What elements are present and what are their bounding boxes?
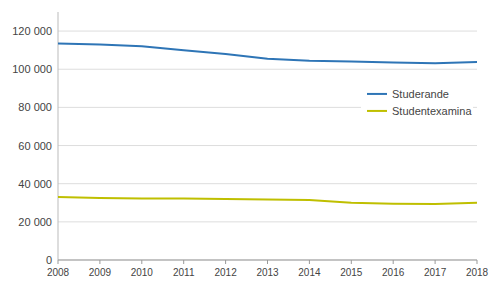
y-axis-line (58, 12, 59, 260)
legend: Studerande Studentexamina (361, 81, 473, 123)
x-tick-label: 2013 (256, 267, 279, 278)
legend-label: Studerande (392, 88, 449, 100)
axes: 0 20 000 40 000 60 000 80 000 100 000 120 000 2… (12, 12, 488, 278)
x-tick-label: 2017 (424, 267, 447, 278)
legend-box (361, 81, 473, 123)
x-tick (267, 260, 268, 264)
x-tick-label: 2008 (47, 267, 70, 278)
y-tick-label: 20 000 (18, 216, 52, 228)
grid-line (58, 183, 477, 184)
x-tick (183, 260, 184, 264)
plot-area (58, 43, 477, 204)
x-tick (141, 260, 142, 264)
x-tick (477, 260, 478, 264)
legend-swatch (367, 93, 387, 95)
chart-container: 0 20 000 40 000 60 000 80 000 100 000 120 000 2… (0, 0, 491, 286)
grid-line (58, 69, 477, 70)
grid-line (58, 145, 477, 146)
y-tick-label: 100 000 (12, 63, 52, 75)
x-tick-label: 2014 (298, 267, 321, 278)
x-tick (58, 260, 59, 264)
x-tick-label: 2012 (214, 267, 237, 278)
y-tick-label: 60 000 (18, 140, 52, 152)
x-tick (225, 260, 226, 264)
x-tick-label: 2011 (173, 267, 195, 278)
series-line (58, 43, 477, 63)
x-tick (309, 260, 310, 264)
chart-svg: 0 20 000 40 000 60 000 80 000 100 000 120 000 2… (0, 0, 491, 286)
series-line (58, 197, 477, 204)
y-tick-label: 80 000 (18, 101, 52, 113)
y-tick-label: 40 000 (18, 178, 52, 190)
y-tick-label: 120 000 (12, 25, 52, 37)
x-tick (435, 260, 436, 264)
grid-line (58, 31, 477, 32)
x-tick (99, 260, 100, 264)
legend-swatch (367, 110, 387, 112)
y-tick-label: 0 (46, 254, 52, 266)
x-tick-label: 2015 (340, 267, 363, 278)
x-tick-label: 2018 (466, 267, 489, 278)
x-tick-label: 2016 (382, 267, 405, 278)
x-tick (393, 260, 394, 264)
grid (58, 31, 477, 260)
legend-label: Studentexamina (392, 105, 472, 117)
x-tick (351, 260, 352, 264)
x-tick-label: 2009 (89, 267, 112, 278)
x-tick-label: 2010 (131, 267, 154, 278)
grid-line (58, 221, 477, 222)
